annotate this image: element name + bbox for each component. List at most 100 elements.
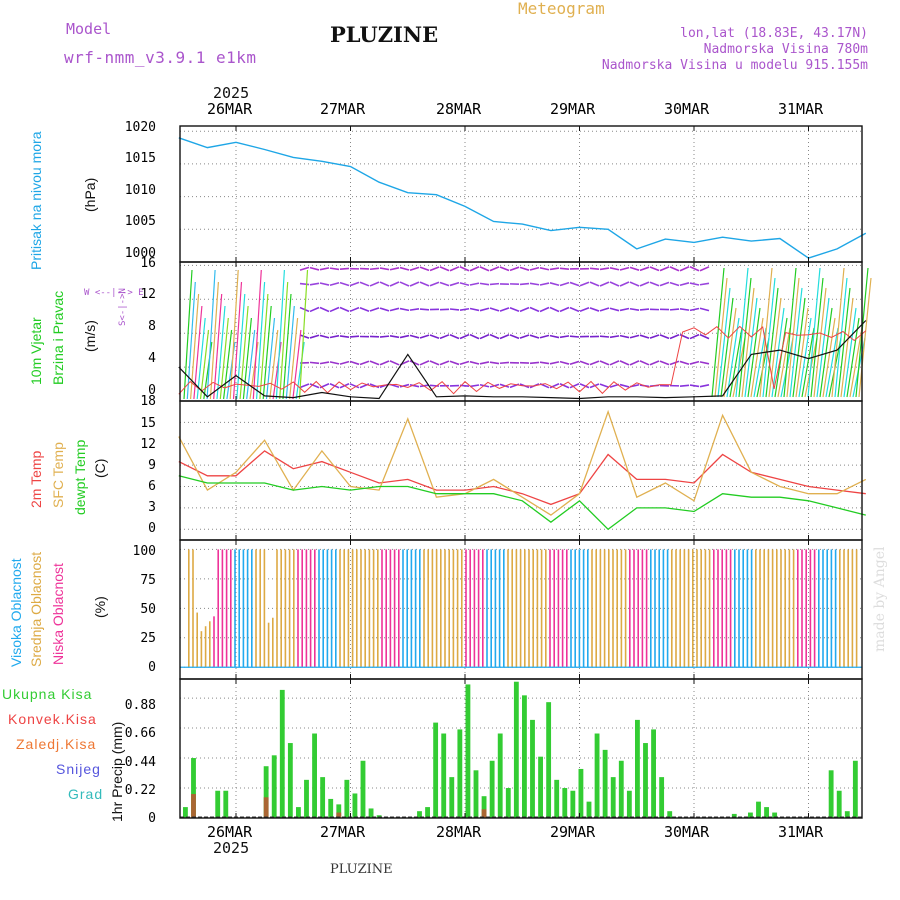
wind-arrow: [439, 281, 450, 287]
model-name: wrf-nmm_v3.9.1 e1km: [64, 48, 257, 67]
cloud-bar: [276, 549, 278, 668]
precip-bar: [465, 684, 471, 818]
cloud-bar: [658, 549, 660, 668]
wind-arrow: [409, 334, 420, 339]
cloud-bar: [792, 549, 795, 668]
cloud-bar: [377, 549, 379, 668]
precip-bar: [304, 779, 309, 818]
wind-arrow: [439, 360, 450, 366]
cloud-bar: [288, 549, 291, 668]
cloud-bar: [192, 549, 194, 668]
cloud-bar: [419, 549, 421, 668]
cloud-bar: [666, 549, 669, 668]
wind-arrow: [819, 307, 833, 398]
cloud-bar: [557, 549, 560, 668]
cloud-bar: [763, 549, 765, 668]
cloud-bar: [822, 549, 824, 668]
wind-arrow: [329, 267, 340, 271]
cloud-bar: [452, 549, 455, 668]
y-tick-label: 75: [140, 573, 156, 588]
wind-arrow: [298, 269, 309, 400]
cloud-bar: [356, 549, 358, 668]
cloud-bar: [595, 549, 597, 668]
wind-arrow: [329, 361, 340, 365]
wind-arrow: [589, 281, 600, 287]
wind-arrow: [309, 306, 320, 313]
wind-arrow: [792, 297, 806, 398]
precip-bar: [530, 719, 535, 818]
y-tick-label: 0.44: [124, 755, 156, 770]
wind-arrow: [807, 267, 821, 398]
cloud-bar: [246, 549, 249, 668]
wind-arrow: [729, 327, 743, 398]
pressure-line: [178, 137, 867, 259]
y-tick-label: 1000: [124, 246, 156, 261]
cloud-bar: [267, 622, 270, 668]
cloud-bar: [326, 549, 329, 668]
cloud-bar: [305, 549, 308, 668]
cloud-bar: [339, 549, 341, 668]
y-tick-label: 1010: [124, 183, 156, 198]
wind-arrow: [309, 361, 320, 365]
precip-bar: [360, 760, 366, 818]
wind-arrow: [559, 360, 570, 365]
wind-arrow: [559, 335, 570, 339]
wind-arrow: [439, 266, 450, 272]
y-tick-label: 0: [148, 521, 156, 536]
precip-bar: [505, 788, 511, 818]
wind-arrow: [589, 267, 600, 270]
cloud-bar: [549, 549, 551, 668]
precip-bar: [643, 743, 648, 818]
precip-bar: [578, 768, 584, 818]
cloud-bar: [230, 549, 232, 668]
cloud-bar: [587, 549, 589, 668]
wind-arrow: [229, 269, 239, 400]
wind-arrow: [399, 307, 410, 312]
bottom-day-label: 31MAR: [778, 823, 824, 841]
wind-arrow: [609, 360, 620, 366]
precip-bar: [618, 760, 624, 818]
wind-arrow: [449, 266, 460, 272]
y-tick-label: 9: [148, 458, 156, 473]
cloud-bar: [456, 549, 459, 668]
cloud-bar: [683, 549, 686, 668]
wind-arrow: [569, 360, 580, 366]
panel-frame: [179, 678, 863, 819]
precip-bar: [836, 790, 842, 818]
cloud-bar: [855, 549, 858, 668]
wind-arrow: [559, 267, 570, 270]
wind-arrow: [429, 281, 440, 287]
wind-arrow: [339, 360, 350, 365]
wind-arrow: [735, 267, 749, 398]
wind-arrow: [795, 307, 809, 398]
wind-arrow: [759, 267, 773, 398]
precip-bar: [635, 719, 640, 818]
cloud-bar: [507, 549, 509, 668]
cloud-bar: [830, 549, 833, 668]
wind-arrow: [389, 360, 400, 366]
wind-arrow: [183, 269, 193, 400]
precip-bar: [263, 766, 269, 818]
wind-arrow: [459, 266, 470, 272]
wind-arrow: [858, 277, 872, 398]
wind-arrow: [609, 335, 620, 339]
wind-arrow: [269, 329, 279, 400]
cloud-bar: [679, 549, 681, 668]
wind-arrow: [479, 333, 490, 340]
cloud-bar: [503, 549, 505, 668]
y-tick-label: 3: [148, 500, 156, 515]
wind-arrow: [726, 317, 740, 398]
cloud-bar: [213, 616, 215, 668]
wind-arrow: [379, 267, 390, 271]
wind-arrow: [389, 307, 400, 312]
cloud-bar: [477, 549, 480, 668]
wind-arrow: [529, 334, 540, 339]
wind-arrow: [339, 281, 350, 287]
wind-arrow: [711, 267, 725, 398]
wind-arrow: [265, 317, 276, 400]
wind-arrow: [219, 317, 229, 400]
wind-arrow: [299, 266, 310, 271]
wind-arrow: [256, 281, 266, 400]
wind-arrow: [489, 307, 500, 312]
